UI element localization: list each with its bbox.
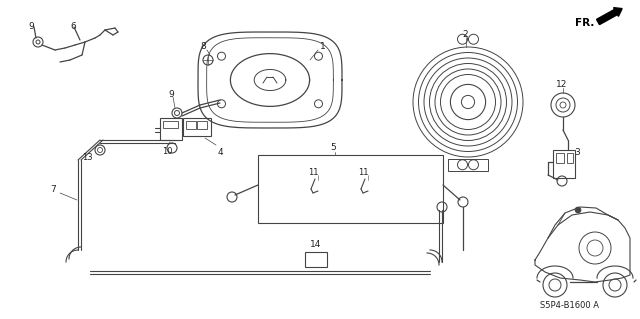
Bar bbox=[553, 150, 575, 178]
Text: 11: 11 bbox=[308, 168, 319, 177]
Bar bbox=[567, 153, 573, 163]
Bar bbox=[183, 118, 211, 136]
Text: 13: 13 bbox=[82, 153, 93, 162]
FancyArrow shape bbox=[596, 8, 622, 25]
Text: S5P4-B1600 A: S5P4-B1600 A bbox=[540, 301, 599, 310]
Bar bbox=[556, 153, 564, 163]
Circle shape bbox=[575, 207, 581, 213]
Bar bbox=[258, 155, 443, 223]
Text: 3: 3 bbox=[574, 148, 580, 157]
Bar bbox=[197, 121, 207, 129]
Bar bbox=[163, 121, 178, 128]
Text: 12: 12 bbox=[556, 80, 568, 89]
Text: 10: 10 bbox=[162, 147, 173, 156]
Text: 8: 8 bbox=[200, 42, 205, 51]
Text: 7: 7 bbox=[50, 185, 56, 194]
Text: 5: 5 bbox=[330, 143, 336, 152]
Text: 9: 9 bbox=[28, 22, 34, 31]
Text: 11: 11 bbox=[358, 168, 369, 177]
Text: FR.: FR. bbox=[575, 18, 595, 28]
Bar bbox=[186, 121, 196, 129]
Bar bbox=[448, 159, 488, 171]
Text: 1: 1 bbox=[320, 42, 326, 51]
Text: 9: 9 bbox=[168, 90, 173, 99]
Text: 4: 4 bbox=[218, 148, 223, 157]
Bar bbox=[305, 252, 327, 267]
Text: 14: 14 bbox=[310, 240, 321, 249]
Text: 6: 6 bbox=[70, 22, 76, 31]
Text: 2: 2 bbox=[462, 30, 468, 39]
Bar bbox=[160, 118, 182, 140]
